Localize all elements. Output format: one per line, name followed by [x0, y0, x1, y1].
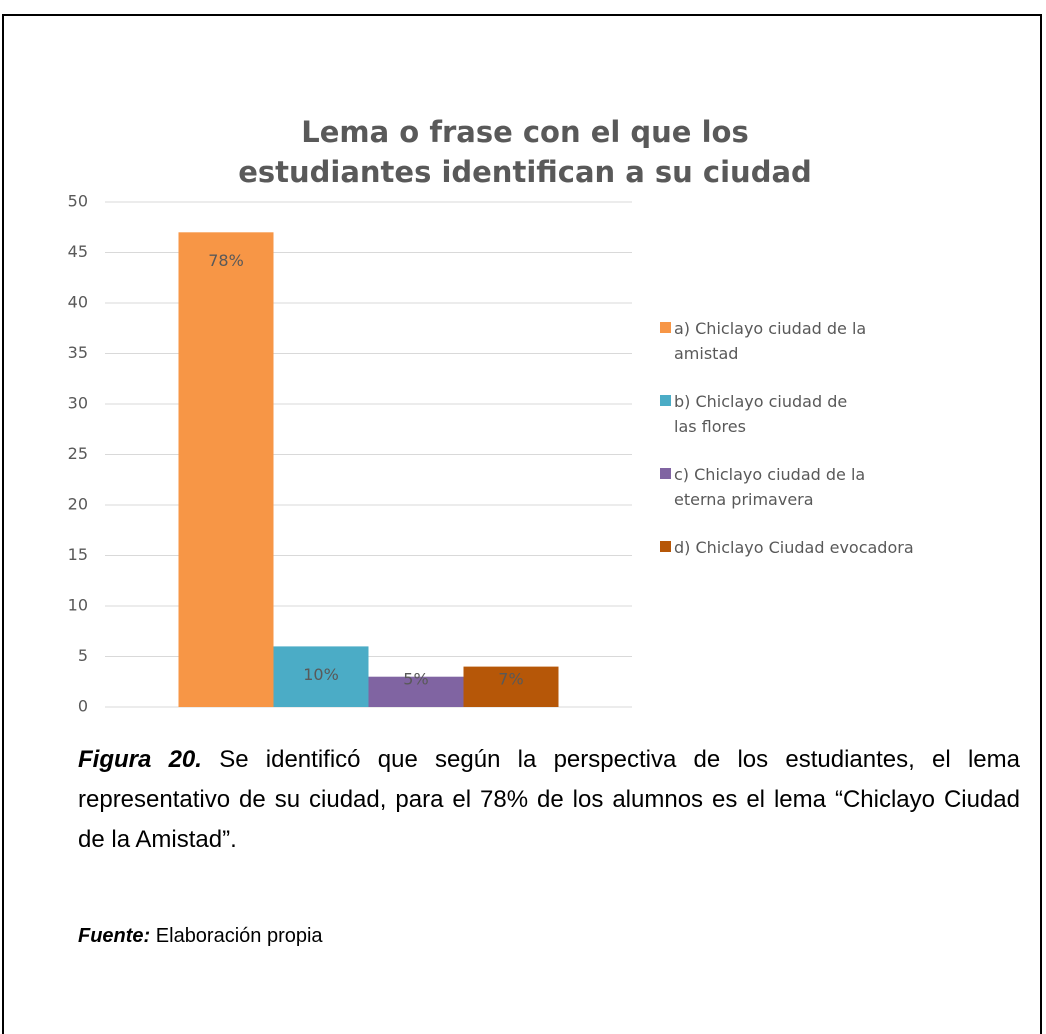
bar	[178, 232, 274, 708]
legend-item: c) Chiclayo ciudad de la eterna primaver…	[660, 462, 874, 512]
legend-item: d) Chiclayo Ciudad evocadora	[660, 535, 1004, 560]
caption: Figura 20. Se identificó que según la pe…	[78, 740, 1020, 860]
frame	[2, 14, 1042, 1034]
y-tick-label: 20	[68, 495, 88, 514]
caption-text: Se identificó que según la perspectiva d…	[78, 746, 1020, 853]
legend-swatch	[660, 322, 671, 333]
legend: a) Chiclayo ciudad de la amistad b) Chicl…	[660, 316, 1004, 583]
y-tick-label: 15	[68, 545, 88, 564]
bar	[463, 666, 559, 707]
data-label: 5%	[403, 670, 428, 689]
source-label: Fuente:	[78, 925, 151, 947]
y-tick-label: 45	[68, 242, 88, 261]
data-label: 7%	[498, 670, 523, 689]
bar	[273, 646, 369, 707]
legend-label: d) Chiclayo Ciudad evocadora	[674, 538, 914, 557]
legend-label: c) Chiclayo ciudad de la eterna primaver…	[674, 465, 866, 509]
data-label: 78%	[208, 251, 244, 270]
y-tick-label: 50	[68, 192, 88, 211]
legend-label: b) Chiclayo ciudad de las flores	[674, 392, 848, 436]
y-tick-label: 35	[68, 343, 88, 362]
y-tick-label: 0	[78, 697, 88, 716]
legend-item: a) Chiclayo ciudad de la amistad	[660, 316, 874, 366]
legend-item: b) Chiclayo ciudad de las flores	[660, 389, 874, 439]
bar	[368, 676, 464, 707]
chart-title: Lema o frase con el que los estudiantes …	[238, 115, 812, 189]
y-tick-label: 40	[68, 293, 88, 312]
y-tick-label: 10	[68, 596, 88, 615]
source: Fuente: Elaboración propia	[78, 925, 323, 948]
legend-label: a) Chiclayo ciudad de la amistad	[674, 319, 867, 363]
y-tick-label: 25	[68, 444, 88, 463]
legend-swatch	[660, 541, 671, 552]
source-text: Elaboración propia	[155, 925, 323, 947]
data-label: 10%	[303, 665, 339, 684]
figure-label: Figura 20.	[78, 746, 202, 773]
legend-swatch	[660, 395, 671, 406]
y-tick-label: 30	[68, 394, 88, 413]
legend-swatch	[660, 468, 671, 479]
y-tick-label: 5	[78, 646, 88, 665]
